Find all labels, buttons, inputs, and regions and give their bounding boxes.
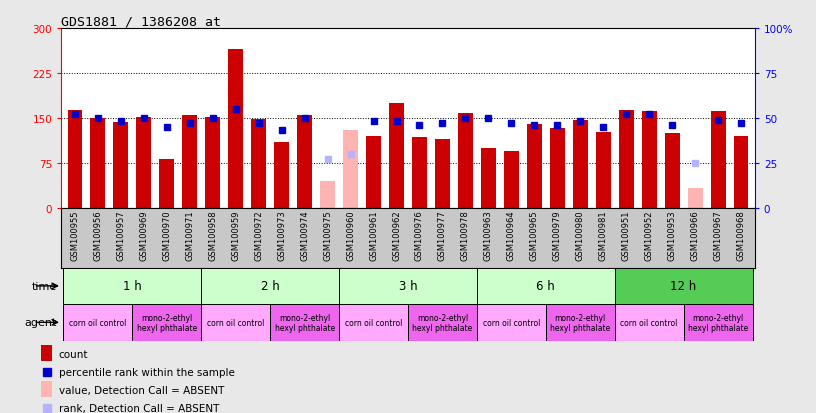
Text: GSM100973: GSM100973 <box>277 210 286 261</box>
Bar <box>159 159 175 208</box>
Text: GSM100960: GSM100960 <box>346 210 355 261</box>
Text: GSM100981: GSM100981 <box>599 210 608 261</box>
Text: GSM100965: GSM100965 <box>530 210 539 261</box>
Bar <box>614 304 684 341</box>
Text: GSM100980: GSM100980 <box>576 210 585 261</box>
Text: GSM100961: GSM100961 <box>369 210 378 261</box>
Bar <box>136 118 151 208</box>
Text: GSM100962: GSM100962 <box>392 210 401 261</box>
Text: GSM100953: GSM100953 <box>667 210 676 261</box>
Text: GSM100952: GSM100952 <box>645 210 654 260</box>
Text: mono-2-ethyl
hexyl phthalate: mono-2-ethyl hexyl phthalate <box>412 313 472 332</box>
Bar <box>41 345 52 361</box>
Text: GSM100956: GSM100956 <box>94 210 103 261</box>
Bar <box>251 120 266 208</box>
Bar <box>412 138 427 208</box>
Text: corn oil control: corn oil control <box>482 318 540 327</box>
Bar <box>614 268 752 304</box>
Bar <box>274 142 289 208</box>
Text: mono-2-ethyl
hexyl phthalate: mono-2-ethyl hexyl phthalate <box>274 313 335 332</box>
Bar <box>202 268 339 304</box>
Bar <box>228 50 243 208</box>
Bar <box>684 304 752 341</box>
Text: corn oil control: corn oil control <box>69 318 126 327</box>
Bar <box>596 132 610 208</box>
Bar <box>435 140 450 208</box>
Text: GDS1881 / 1386208_at: GDS1881 / 1386208_at <box>61 15 221 28</box>
Bar <box>546 304 614 341</box>
Bar <box>366 136 381 208</box>
Bar <box>202 304 270 341</box>
Bar <box>527 124 542 208</box>
Text: GSM100972: GSM100972 <box>255 210 264 261</box>
Bar <box>64 304 132 341</box>
Text: GSM100964: GSM100964 <box>507 210 516 261</box>
Text: rank, Detection Call = ABSENT: rank, Detection Call = ABSENT <box>59 403 220 413</box>
Text: mono-2-ethyl
hexyl phthalate: mono-2-ethyl hexyl phthalate <box>137 313 197 332</box>
Bar <box>339 304 408 341</box>
Text: GSM100963: GSM100963 <box>484 210 493 261</box>
Bar <box>64 268 202 304</box>
Text: GSM100955: GSM100955 <box>70 210 79 260</box>
Bar <box>734 136 748 208</box>
Bar <box>573 120 588 208</box>
Bar <box>91 119 105 208</box>
Text: GSM100974: GSM100974 <box>300 210 309 261</box>
Bar <box>641 112 657 208</box>
Text: corn oil control: corn oil control <box>345 318 402 327</box>
Bar <box>504 152 519 208</box>
Text: mono-2-ethyl
hexyl phthalate: mono-2-ethyl hexyl phthalate <box>688 313 748 332</box>
Bar <box>408 304 477 341</box>
Bar <box>665 133 680 208</box>
Text: 12 h: 12 h <box>671 280 697 293</box>
Text: GSM100977: GSM100977 <box>438 210 447 261</box>
Bar <box>619 111 634 208</box>
Bar <box>320 181 335 208</box>
Text: 2 h: 2 h <box>261 280 280 293</box>
Text: time: time <box>32 281 57 291</box>
Text: GSM100957: GSM100957 <box>117 210 126 261</box>
Bar <box>132 304 202 341</box>
Text: GSM100971: GSM100971 <box>185 210 194 261</box>
Bar <box>182 116 197 208</box>
Bar <box>270 304 339 341</box>
Text: mono-2-ethyl
hexyl phthalate: mono-2-ethyl hexyl phthalate <box>550 313 610 332</box>
Bar <box>688 188 703 208</box>
Bar <box>481 148 496 208</box>
Text: GSM100970: GSM100970 <box>162 210 171 261</box>
Text: value, Detection Call = ABSENT: value, Detection Call = ABSENT <box>59 385 224 395</box>
Bar <box>206 117 220 208</box>
Text: GSM100959: GSM100959 <box>231 210 240 260</box>
Bar <box>711 112 725 208</box>
Bar <box>41 381 52 397</box>
Text: corn oil control: corn oil control <box>207 318 264 327</box>
Text: GSM100958: GSM100958 <box>208 210 217 261</box>
Text: 6 h: 6 h <box>536 280 555 293</box>
Text: agent: agent <box>24 318 57 328</box>
Text: 3 h: 3 h <box>399 280 417 293</box>
Text: GSM100979: GSM100979 <box>552 210 561 261</box>
Bar <box>389 104 404 208</box>
Bar <box>68 111 82 208</box>
Text: GSM100966: GSM100966 <box>690 210 699 261</box>
Text: GSM100978: GSM100978 <box>461 210 470 261</box>
Text: GSM100951: GSM100951 <box>622 210 631 260</box>
Bar <box>458 114 473 208</box>
Text: GSM100976: GSM100976 <box>415 210 424 261</box>
Bar <box>343 131 358 208</box>
Bar <box>113 123 128 208</box>
Bar <box>477 304 546 341</box>
Text: 1 h: 1 h <box>123 280 142 293</box>
Bar <box>477 268 614 304</box>
Text: count: count <box>59 349 88 359</box>
Text: GSM100968: GSM100968 <box>737 210 746 261</box>
Text: GSM100969: GSM100969 <box>140 210 149 261</box>
Text: corn oil control: corn oil control <box>620 318 678 327</box>
Bar <box>339 268 477 304</box>
Bar <box>550 129 565 208</box>
Text: GSM100975: GSM100975 <box>323 210 332 261</box>
Bar <box>297 116 312 208</box>
Text: percentile rank within the sample: percentile rank within the sample <box>59 367 235 377</box>
Text: GSM100967: GSM100967 <box>713 210 722 261</box>
